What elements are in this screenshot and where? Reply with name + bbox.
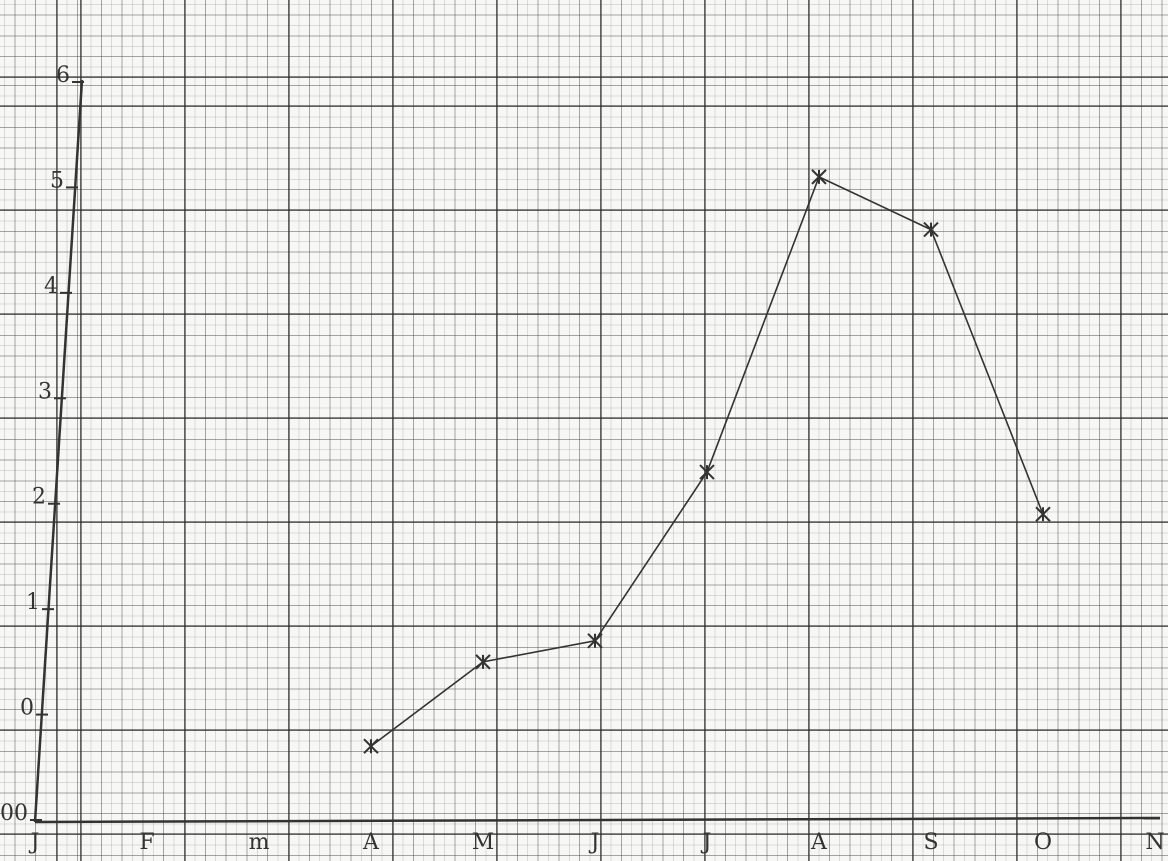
x-tick-label: A <box>362 830 380 855</box>
point-marker <box>700 465 714 479</box>
y-tick-label: 4 <box>44 274 58 299</box>
point-marker <box>588 634 602 648</box>
chart: 000123456JFmAMJJASON <box>0 0 1168 861</box>
point-marker <box>924 223 938 237</box>
x-axis <box>35 818 1160 822</box>
point-marker <box>1036 507 1050 521</box>
y-tick-label: 0 <box>20 696 34 721</box>
x-tick-label: J <box>701 830 712 855</box>
y-tick-label: 5 <box>50 168 64 193</box>
point-marker <box>812 170 826 184</box>
x-tick-label: M <box>472 830 495 855</box>
x-tick-label: N <box>1145 830 1164 855</box>
x-tick-label: S <box>923 830 938 855</box>
y-tick-label: 6 <box>56 63 70 88</box>
x-tick-label: A <box>810 830 828 855</box>
x-tick-label: F <box>139 830 154 855</box>
x-tick-label: O <box>1034 830 1052 855</box>
x-tick-label: J <box>589 830 600 855</box>
y-tick-label: 2 <box>32 485 46 510</box>
x-tick-label: J <box>29 830 40 855</box>
y-tick-label: 3 <box>38 379 52 404</box>
line <box>371 177 1043 746</box>
y-tick-label: 00 <box>0 801 28 826</box>
point-marker <box>476 655 490 669</box>
y-tick-label: 1 <box>26 590 40 615</box>
point-marker <box>364 739 378 753</box>
x-tick-label: m <box>249 830 270 855</box>
